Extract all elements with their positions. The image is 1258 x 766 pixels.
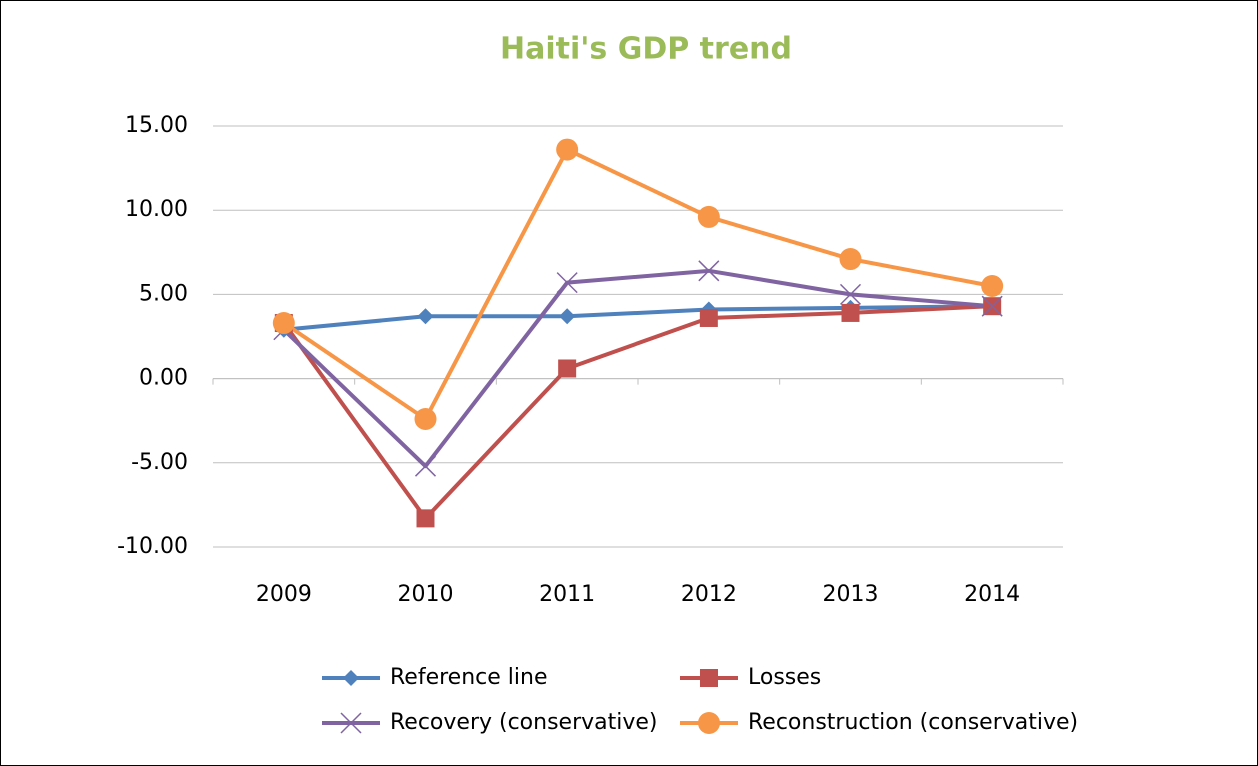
marker [416,509,435,528]
marker [697,205,720,228]
marker [556,272,578,294]
legend-label: Reconstruction (conservative) [748,710,1078,735]
marker [839,283,862,305]
x-tick-label: 2014 [964,582,1020,607]
x-tick-label: 2010 [398,582,454,607]
y-tick-label: 0.00 [139,366,188,391]
y-tick-label: -10.00 [117,534,188,559]
marker [414,408,437,431]
marker [414,455,437,477]
marker [556,138,579,161]
series-line [283,304,993,332]
y-tick-label: -5.00 [131,450,188,475]
chart-title: Haiti's GDP trend [500,32,792,67]
y-tick-label: 5.00 [139,281,188,306]
series-line [282,304,993,521]
marker [343,670,359,686]
series-line [282,268,993,469]
marker [558,359,577,378]
marker [340,712,362,734]
marker [981,295,1003,317]
marker [417,308,434,325]
marker [699,308,718,327]
marker [841,303,860,322]
x-tick-label: 2009 [256,582,312,607]
legend-label: Recovery (conservative) [390,710,658,735]
marker [559,308,576,325]
marker [272,312,295,335]
series-line [282,147,993,422]
legend-label: Reference line [390,665,547,690]
x-tick-label: 2012 [681,582,737,607]
legend-label: Losses [748,665,821,690]
y-tick-label: 10.00 [125,197,188,222]
marker [839,248,862,271]
marker [981,274,1004,297]
x-tick-label: 2011 [539,582,595,607]
marker [700,669,718,687]
marker [698,712,720,734]
marker [698,260,720,282]
y-tick-label: 15.00 [125,113,188,138]
x-tick-label: 2013 [823,582,879,607]
